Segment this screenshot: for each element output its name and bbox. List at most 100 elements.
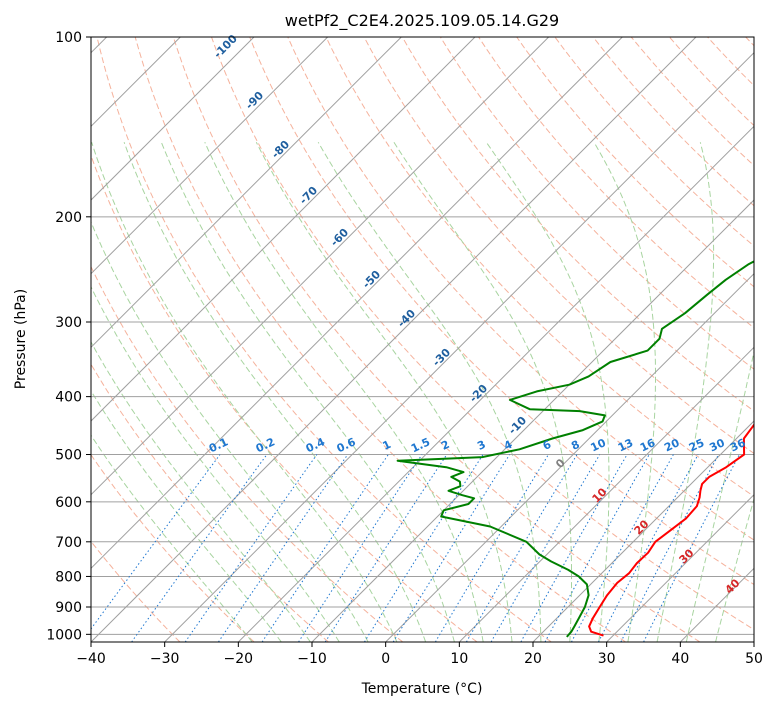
isotherm-line xyxy=(91,37,402,349)
mixing-ratio-line xyxy=(520,454,628,642)
mixing-ratio-line xyxy=(570,454,674,642)
mixing-ratio-label: 30 xyxy=(707,436,727,454)
x-tick-label: 20 xyxy=(524,651,542,667)
mixing-ratio-label: 10 xyxy=(589,436,609,454)
dry-adiabat-label: -90 xyxy=(243,89,266,112)
moist-adiabat-line xyxy=(123,142,427,642)
mixing-ratio-label: 16 xyxy=(638,436,658,454)
mixing-ratio-line xyxy=(465,454,578,642)
dry-adiabat-label: -20 xyxy=(467,382,490,405)
dry-adiabat-label: -60 xyxy=(328,226,351,249)
dry-adiabat-label: -100 xyxy=(211,32,240,61)
isotherm-line xyxy=(237,125,754,642)
series-layer xyxy=(396,260,754,638)
moist-adiabat-line xyxy=(593,141,656,642)
x-tick-label: 30 xyxy=(598,651,616,667)
moist-adiabat-line xyxy=(160,142,455,642)
isotherm-line xyxy=(385,272,754,642)
dry-adiabat-line xyxy=(745,37,754,47)
moist-adiabat-line xyxy=(91,220,369,642)
x-tick-label: 0 xyxy=(381,651,390,667)
dry-adiabat-line xyxy=(249,37,754,586)
x-tick-label: 50 xyxy=(745,651,763,667)
x-tick-label: −30 xyxy=(150,651,180,667)
x-tick-label: 10 xyxy=(450,651,468,667)
isotherm-line xyxy=(91,37,476,422)
y-tick-label: 100 xyxy=(55,30,82,46)
chart-title: wetPf2_C2E4.2025.109.05.14.G29 xyxy=(285,11,559,31)
y-tick-label: 800 xyxy=(55,569,82,585)
isotherm-line xyxy=(91,37,255,201)
mixing-ratio-label: 13 xyxy=(616,436,635,454)
y-tick-label: 200 xyxy=(55,210,82,226)
dry-adiabat-label: -40 xyxy=(395,307,418,330)
moist-adiabat-label: 0 xyxy=(553,456,568,471)
dry-adiabat-line xyxy=(91,363,329,642)
dry-adiabat-label: -50 xyxy=(360,268,383,291)
mixing-ratio-line xyxy=(324,454,448,642)
dry-adiabat-line xyxy=(91,154,478,642)
mixing-ratio-label: 25 xyxy=(687,436,706,454)
x-axis-title: Temperature (°C) xyxy=(361,681,483,697)
dry-adiabat-label: -10 xyxy=(506,414,529,437)
y-tick-label: 1000 xyxy=(46,627,82,643)
dry-adiabat-line xyxy=(91,540,181,642)
mixing-ratio-label: 8 xyxy=(569,438,581,453)
isotherm-line xyxy=(91,37,623,570)
moist-adiabat-label: 30 xyxy=(677,546,697,566)
moist-adiabat-label: 40 xyxy=(723,576,743,596)
moist-adiabat-line xyxy=(91,389,282,642)
x-tick-label: −40 xyxy=(76,651,106,667)
dewpoint-profile-line xyxy=(396,260,754,638)
moist-adiabat-line xyxy=(393,141,572,642)
dry-adiabat-line xyxy=(96,37,552,642)
moist-adiabat-line xyxy=(255,141,513,642)
isotherm-line xyxy=(164,51,754,642)
axis-layer: −40 −30 −20 −10 0 10 20 30 40 5010020030040050060… xyxy=(46,30,763,667)
dry-adiabat-label: -30 xyxy=(430,346,453,369)
x-tick-label: −20 xyxy=(224,651,254,667)
dry-adiabat-line xyxy=(287,37,754,541)
mixing-ratio-label: 20 xyxy=(662,436,682,454)
grid-layer xyxy=(91,37,754,642)
mixing-ratio-line xyxy=(261,454,389,642)
moist-adiabat-line xyxy=(91,285,340,642)
dry-adiabat-line xyxy=(172,37,701,642)
dry-adiabat-line xyxy=(363,37,754,455)
moist-adiabat-line xyxy=(685,349,754,642)
isotherm-line xyxy=(91,37,550,496)
mixing-ratio-label: 0.2 xyxy=(254,435,277,455)
y-tick-label: 500 xyxy=(55,448,82,464)
x-tick-label: 40 xyxy=(671,651,689,667)
mixing-ratio-label: 1 xyxy=(381,438,393,453)
mixing-ratio-line xyxy=(597,454,699,642)
mixing-ratio-label: 0.1 xyxy=(207,435,230,455)
dry-adiabat-line xyxy=(91,453,255,642)
isotherm-line xyxy=(606,493,754,642)
mixing-ratio-label: 3 xyxy=(475,438,487,453)
x-tick-label: −10 xyxy=(297,651,327,667)
mixing-ratio-line xyxy=(298,454,423,642)
mixing-ratio-label: 6 xyxy=(541,438,554,453)
dry-adiabat-line xyxy=(554,37,754,247)
moist-adiabat-line xyxy=(91,340,311,642)
y-axis-title: Pressure (hPa) xyxy=(13,289,29,389)
dry-adiabat-line xyxy=(401,37,754,412)
isotherm-line xyxy=(753,641,754,642)
dry-adiabat-line xyxy=(516,37,754,288)
moist-adiabat-line xyxy=(656,142,715,642)
moist-adiabat-label: 10 xyxy=(590,485,610,505)
dry-adiabat-line xyxy=(325,37,754,498)
dry-adiabat-label: -80 xyxy=(269,138,292,161)
moist-adiabat-line xyxy=(715,497,754,642)
dry-adiabat-line xyxy=(211,37,754,631)
isotherm-line xyxy=(679,567,754,642)
moist-adiabat-line xyxy=(91,142,398,642)
mixing-ratio-line xyxy=(434,454,549,642)
isotherm-line xyxy=(311,199,754,642)
mixing-ratio-line xyxy=(91,454,221,630)
y-tick-label: 700 xyxy=(55,535,82,551)
mixing-ratio-line xyxy=(490,454,601,642)
dry-adiabat-label: -70 xyxy=(297,184,320,207)
